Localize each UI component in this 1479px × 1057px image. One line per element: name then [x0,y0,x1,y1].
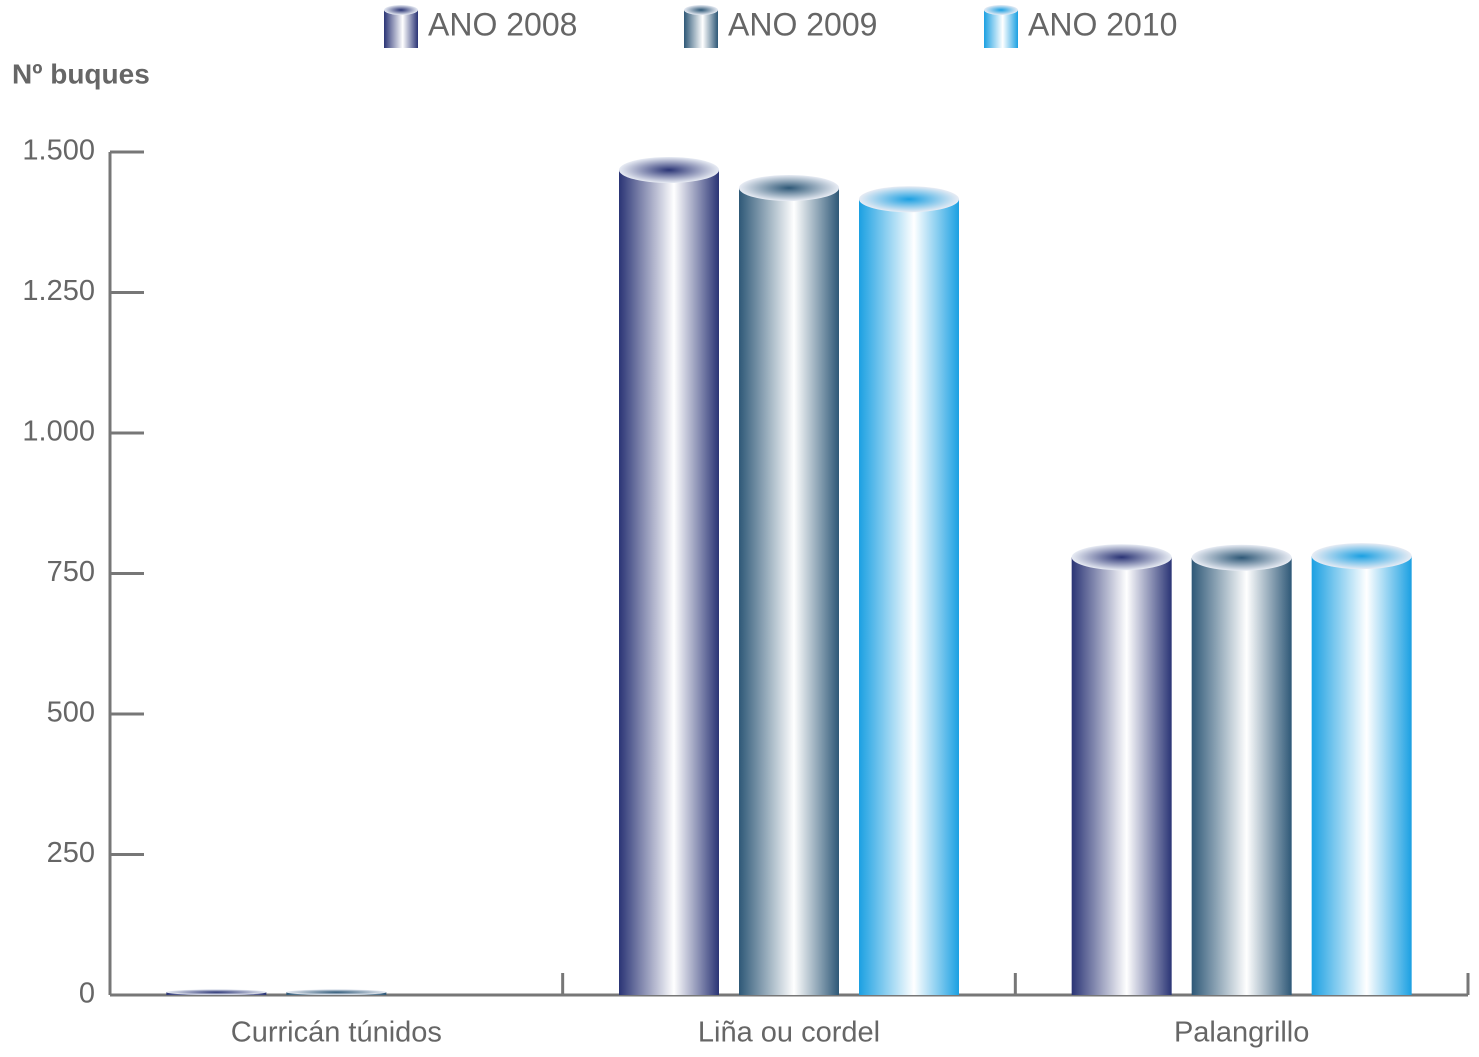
bar-body [619,169,719,995]
bar [286,989,387,995]
bar-top [739,174,839,201]
legend-item: ANO 2010 [984,5,1177,48]
y-tick-label: 0 [79,978,95,1010]
legend-swatch [984,10,1018,48]
bar-top [166,989,267,995]
bar [1311,543,1412,995]
legend-swatch-top [384,5,418,15]
bar-body [1071,557,1172,995]
x-tick-label: Curricán túnidos [231,1017,442,1049]
bar-body [859,199,959,995]
bar-body [1311,556,1412,995]
bar-body [739,187,839,995]
bar [1191,544,1292,995]
x-tick-label: Palangrillo [1174,1017,1309,1049]
bar-top [1311,543,1412,570]
x-tick-label: Liña ou cordel [698,1017,880,1049]
legend-label: ANO 2009 [728,6,877,42]
y-tick-label: 1.250 [22,275,95,307]
bar-top [1191,544,1292,571]
y-tick-label: 1.500 [22,135,95,167]
bar-top [286,989,387,995]
legend-swatch-top [684,5,718,15]
legend-swatch [384,10,418,48]
bar-top [859,186,959,213]
legend-item: ANO 2008 [384,5,577,48]
legend-swatch-top [984,5,1018,15]
legend-item: ANO 2009 [684,5,877,48]
legend-swatch [684,10,718,48]
y-tick-label: 750 [47,556,95,588]
bar-body [1191,557,1292,995]
bar [619,156,719,995]
y-tick-label: 500 [47,697,95,729]
bar [1071,544,1172,995]
bar [166,989,267,995]
y-tick-label: 1.000 [22,416,95,448]
y-tick-label: 250 [47,837,95,869]
bar-top [619,156,719,183]
bar [739,174,839,995]
y-axis-label: Nº buques [12,58,150,89]
legend-label: ANO 2010 [1028,6,1177,42]
bar-top [1071,544,1172,571]
legend-label: ANO 2008 [428,6,577,42]
bar [859,186,959,995]
